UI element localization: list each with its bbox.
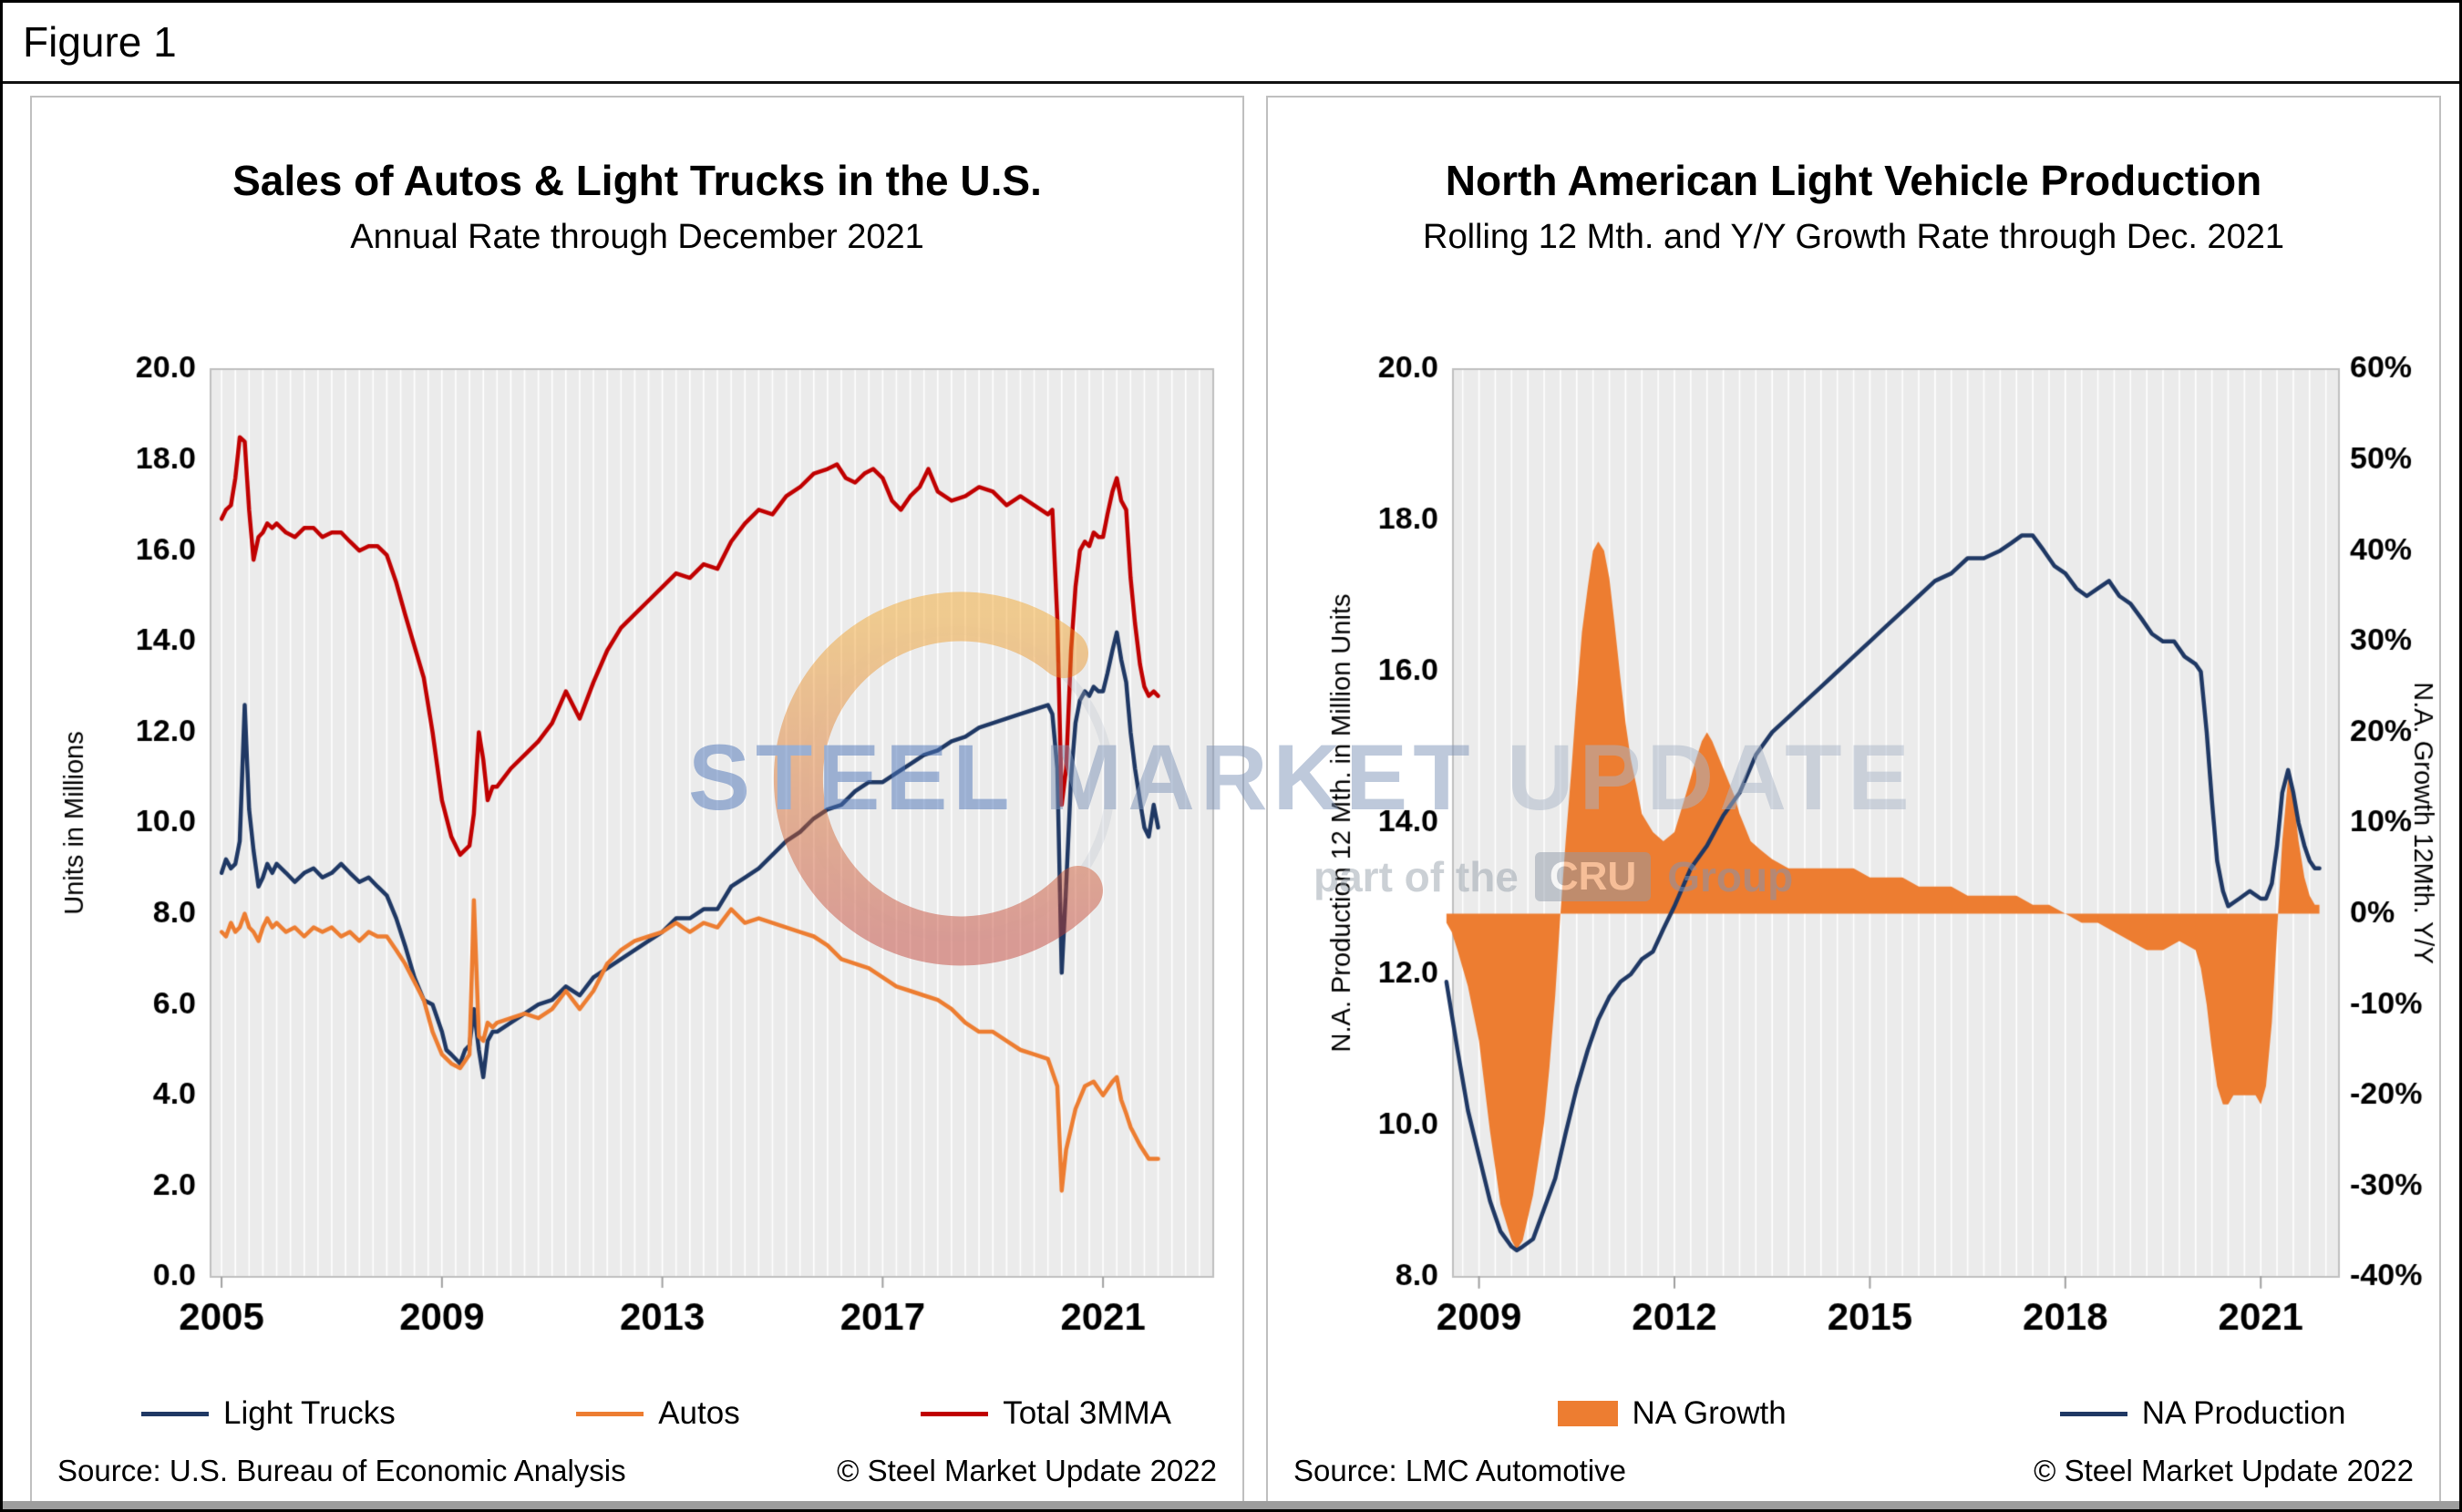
- legend-label-light-trucks: Light Trucks: [223, 1395, 396, 1431]
- legend-label-total-3mma: Total 3MMA: [1003, 1395, 1171, 1431]
- left-chart-legend: Light Trucks Autos Total 3MMA: [141, 1395, 1171, 1432]
- na-production-line-sample: [2059, 1411, 2127, 1416]
- right-chart-panel: North American Light Vehicle Production …: [1266, 96, 2442, 1507]
- legend-label-na-growth: NA Growth: [1632, 1395, 1787, 1431]
- legend-label-autos: Autos: [658, 1395, 740, 1431]
- right-chart-canvas: [1275, 325, 2442, 1392]
- left-chart-subtitle: Annual Rate through December 2021: [350, 218, 924, 256]
- right-chart-legend: NA Growth NA Production: [1450, 1395, 2453, 1432]
- autos-line-sample: [576, 1411, 644, 1416]
- legend-item-light-trucks: Light Trucks: [141, 1395, 396, 1432]
- right-chart-subtitle: Rolling 12 Mth. and Y/Y Growth Rate thro…: [1423, 218, 2284, 256]
- legend-label-na-production: NA Production: [2141, 1395, 2346, 1431]
- left-chart-panel: Sales of Autos & Light Trucks in the U.S…: [30, 96, 1244, 1507]
- total-3mma-line-sample: [921, 1411, 989, 1416]
- light-trucks-line-sample: [141, 1411, 209, 1416]
- left-chart-copyright: © Steel Market Update 2022: [837, 1454, 1217, 1487]
- legend-item-na-production: NA Production: [2059, 1395, 2346, 1432]
- legend-item-na-growth: NA Growth: [1557, 1395, 1787, 1432]
- bottom-border: [3, 1501, 2459, 1509]
- right-chart-title: North American Light Vehicle Production: [1445, 157, 2262, 204]
- figure-label: Figure 1: [23, 18, 177, 66]
- figure-title-bar: Figure 1: [3, 3, 2459, 84]
- left-chart-title: Sales of Autos & Light Trucks in the U.S…: [232, 157, 1042, 204]
- left-chart-canvas: [39, 325, 1242, 1392]
- legend-item-autos: Autos: [576, 1395, 740, 1432]
- right-chart-source: Source: LMC Automotive: [1293, 1454, 1626, 1487]
- left-chart-source: Source: U.S. Bureau of Economic Analysis: [57, 1454, 626, 1487]
- left-chart-footer: Source: U.S. Bureau of Economic Analysis…: [57, 1454, 1217, 1488]
- legend-item-total-3mma: Total 3MMA: [921, 1395, 1171, 1432]
- right-chart-footer: Source: LMC Automotive © Steel Market Up…: [1293, 1454, 2414, 1488]
- na-growth-area-sample: [1557, 1401, 1618, 1426]
- right-chart-copyright: © Steel Market Update 2022: [2034, 1454, 2414, 1487]
